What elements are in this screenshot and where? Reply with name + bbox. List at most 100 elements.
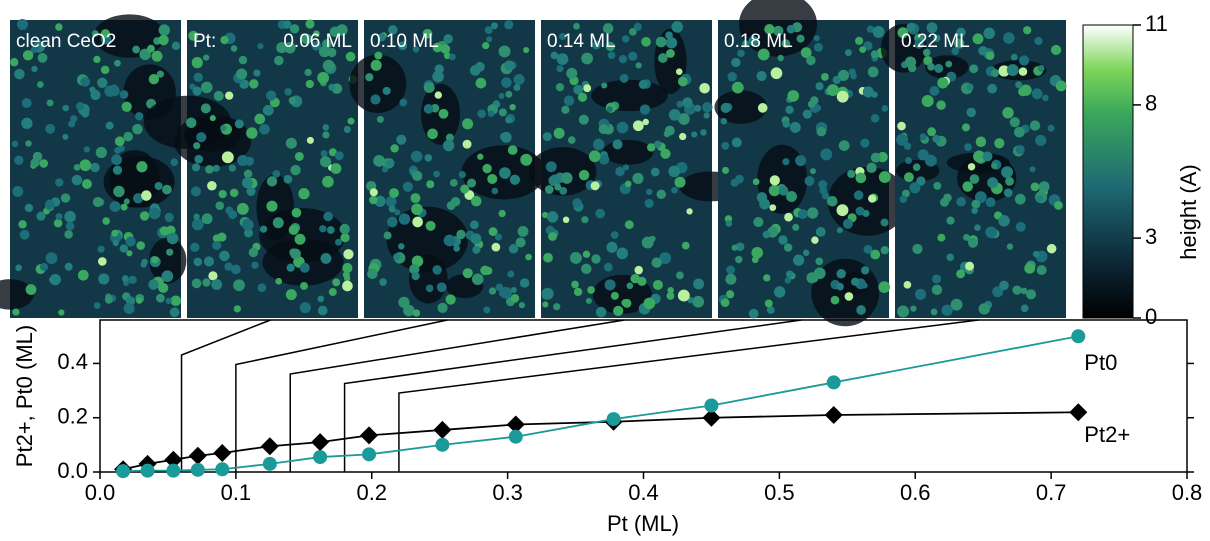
panel-connector <box>235 319 448 472</box>
image-grain <box>951 47 960 55</box>
image-grain <box>491 187 499 195</box>
image-grain <box>123 302 135 315</box>
image-grain <box>111 229 119 237</box>
image-grain <box>702 101 713 113</box>
image-grain <box>769 175 780 186</box>
image-grain <box>412 216 423 228</box>
image-grain <box>193 257 203 267</box>
image-grain <box>923 56 933 66</box>
image-grain <box>482 42 490 50</box>
image-grain <box>73 164 81 171</box>
image-grain <box>1023 26 1032 35</box>
image-grain <box>1029 120 1041 131</box>
image-grain <box>974 224 981 232</box>
image-grain <box>652 279 663 290</box>
image-grain <box>607 51 616 60</box>
image-grain <box>837 69 850 82</box>
image-grain <box>615 166 625 177</box>
image-grain <box>726 265 736 275</box>
image-grain <box>322 131 330 139</box>
image-patch <box>93 14 165 58</box>
image-grain <box>806 55 816 66</box>
image-grain <box>109 201 121 212</box>
image-grain <box>288 96 297 105</box>
image-grain <box>826 195 838 207</box>
image-grain <box>376 115 384 123</box>
image-grain <box>830 295 840 305</box>
image-grain <box>389 188 399 199</box>
image-grain <box>95 146 107 159</box>
image-grain <box>1038 181 1050 192</box>
image-grain <box>434 64 444 74</box>
image-grain <box>328 83 336 91</box>
image-grain <box>624 220 634 230</box>
image-grain <box>844 292 854 301</box>
image-grain <box>317 295 325 303</box>
image-grain <box>156 70 164 78</box>
image-grain <box>546 211 559 223</box>
image-grain <box>956 27 966 38</box>
data-point <box>164 450 183 469</box>
image-grain <box>470 220 479 230</box>
image-grain <box>797 209 808 220</box>
y-axis-label: Pt2+, Pt0 (ML) <box>12 325 37 467</box>
image-grain <box>998 215 1010 227</box>
image-grain <box>190 186 201 197</box>
image-grain <box>987 83 998 94</box>
image-grain <box>525 253 532 261</box>
image-grain <box>166 232 179 245</box>
panel-connector <box>343 319 802 472</box>
image-grain <box>165 297 172 305</box>
image-grain <box>626 282 634 290</box>
series-label: Pt2+ <box>1084 422 1130 447</box>
image-grain <box>665 37 678 49</box>
image-grain <box>966 107 976 118</box>
image-grain <box>842 218 853 229</box>
image-grain <box>388 25 398 35</box>
image-grain <box>581 216 589 224</box>
image-grain <box>682 97 693 108</box>
image-grain <box>932 274 942 284</box>
image-grain <box>498 108 507 117</box>
image-grain <box>519 278 530 288</box>
image-grain <box>508 244 519 254</box>
image-grain <box>486 36 493 43</box>
image-grain <box>838 140 850 151</box>
stm-image <box>0 14 187 318</box>
image-grain <box>937 77 949 89</box>
image-grain <box>619 73 629 83</box>
image-grain <box>471 273 484 286</box>
image-grain <box>453 245 460 252</box>
image-grain <box>978 303 990 315</box>
image-grain <box>91 30 99 37</box>
image-grain <box>369 195 378 205</box>
image-grain <box>290 164 301 176</box>
image-grain <box>504 60 515 71</box>
image-grain <box>816 126 827 137</box>
colorbar <box>1082 24 1134 319</box>
image-grain <box>283 174 293 184</box>
stm-image <box>880 20 1067 318</box>
panel-connector <box>180 319 271 472</box>
image-grain <box>98 257 107 266</box>
image-grain <box>284 41 296 54</box>
image-grain <box>1015 144 1025 155</box>
image-grain <box>735 255 743 264</box>
image-grain <box>1036 195 1044 203</box>
image-grain <box>693 278 705 290</box>
image-grain <box>215 201 225 210</box>
image-grain <box>45 123 56 134</box>
image-grain <box>228 210 238 220</box>
data-point <box>506 415 525 434</box>
image-grain <box>641 37 651 47</box>
image-grain <box>851 277 860 286</box>
image-grain <box>802 109 812 119</box>
image-grain <box>19 229 30 240</box>
image-grain <box>244 228 253 238</box>
image-grain <box>932 134 941 143</box>
image-grain <box>606 241 618 253</box>
image-grain <box>426 180 435 189</box>
image-grain <box>860 138 870 148</box>
data-point <box>116 464 131 479</box>
